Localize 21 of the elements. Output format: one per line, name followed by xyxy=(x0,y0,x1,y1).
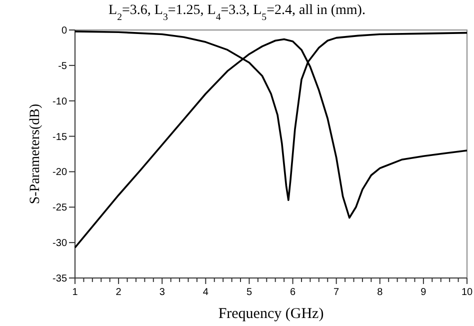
y-tick-label: -20 xyxy=(52,167,68,178)
y-tick-label: -35 xyxy=(52,274,68,284)
y-tick-label: -25 xyxy=(52,202,68,214)
x-tick-label: 10 xyxy=(461,287,473,298)
x-tick-label: 9 xyxy=(420,287,427,298)
y-tick-label: -15 xyxy=(52,132,68,143)
y-tick-label: -5 xyxy=(58,60,68,72)
x-tick-label: 4 xyxy=(202,287,209,298)
x-tick-label: 6 xyxy=(290,287,296,298)
y-tick-label: -30 xyxy=(52,238,68,250)
y-tick-label: 0 xyxy=(61,26,68,36)
x-tick-label: 8 xyxy=(377,287,384,298)
x-axis-title: Frequency (GHz) xyxy=(218,306,324,322)
y-axis-title: S-Parameters(dB) xyxy=(28,104,43,204)
text: L$_{2}$=3.6, L$_{3}$=1.25, L$_{4}$=3.3, L$_{5}$=2.4, all in (mm). xyxy=(108,3,366,22)
x-tick-label: 7 xyxy=(334,287,340,298)
x-tick-label: 3 xyxy=(159,287,166,298)
y-tick-label: -10 xyxy=(52,96,68,108)
x-tick-label: 5 xyxy=(246,287,252,298)
x-tick-label: 2 xyxy=(116,287,122,298)
x-tick-label: 1 xyxy=(72,287,78,298)
